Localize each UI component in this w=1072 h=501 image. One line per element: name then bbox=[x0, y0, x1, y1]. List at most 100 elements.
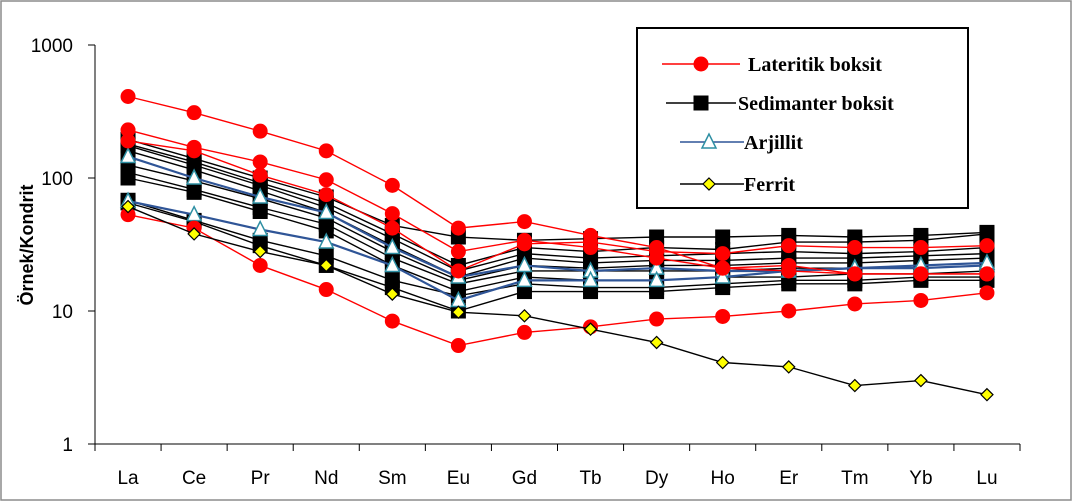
data-point-lateritik bbox=[583, 234, 599, 250]
data-point-ferrit bbox=[187, 227, 201, 241]
data-point-lateritik bbox=[516, 324, 532, 340]
x-tick-label: Tb bbox=[579, 468, 601, 489]
data-point-ferrit bbox=[847, 378, 862, 393]
data-point-lateritik bbox=[913, 266, 929, 282]
y-tick-label: 100 bbox=[41, 169, 73, 190]
legend-marker-arjillit bbox=[700, 132, 718, 149]
data-point-lateritik bbox=[450, 220, 466, 236]
data-point-ferrit bbox=[914, 373, 928, 388]
data-point-ferrit bbox=[121, 199, 135, 214]
data-point-ferrit bbox=[583, 322, 598, 337]
data-point-lateritik bbox=[384, 206, 400, 222]
data-point-sedimanter bbox=[186, 184, 202, 200]
x-tick-label: Yb bbox=[909, 468, 932, 489]
data-point-arjillit bbox=[384, 255, 401, 273]
data-point-lateritik bbox=[450, 338, 466, 354]
legend-label: Sedimanter boksit bbox=[738, 93, 894, 115]
legend-marker-ferrit bbox=[702, 177, 716, 191]
data-point-lateritik bbox=[649, 311, 665, 327]
legend-label: Lateritik boksit bbox=[748, 54, 882, 76]
data-point-lateritik bbox=[715, 308, 731, 324]
x-tick-label: Ce bbox=[182, 468, 206, 489]
data-point-lateritik bbox=[318, 187, 334, 203]
x-tick-label: Nd bbox=[314, 468, 338, 489]
y-axis-label: Örnek/Kondrit bbox=[17, 184, 37, 305]
data-point-lateritik bbox=[516, 236, 532, 252]
data-point-arjillit bbox=[119, 146, 137, 164]
data-point-ferrit bbox=[319, 258, 334, 273]
data-point-sedimanter bbox=[781, 276, 797, 292]
data-point-lateritik bbox=[120, 133, 136, 149]
data-point-sedimanter bbox=[120, 170, 136, 186]
y-tick-label: 1000 bbox=[31, 36, 73, 57]
series-lateritik-3 bbox=[120, 207, 995, 354]
data-point-ferrit bbox=[517, 308, 532, 323]
data-point-lateritik bbox=[913, 292, 929, 308]
legend: Lateritik boksit Sedimanter boksit Arjilli… bbox=[636, 27, 969, 209]
data-point-ferrit bbox=[253, 244, 268, 259]
data-point-lateritik bbox=[450, 244, 466, 260]
data-point-lateritik bbox=[781, 263, 797, 279]
y-tick-label: 10 bbox=[52, 302, 73, 323]
data-point-lateritik bbox=[318, 282, 334, 298]
series-line bbox=[127, 129, 987, 275]
data-point-arjillit bbox=[516, 270, 533, 288]
data-point-arjillit bbox=[318, 202, 335, 220]
series-line bbox=[127, 199, 987, 297]
legend-item-sedimanter: Sedimanter boksit bbox=[666, 93, 894, 115]
series-layer bbox=[119, 88, 996, 402]
x-tick-label: Eu bbox=[447, 468, 470, 489]
data-point-lateritik bbox=[847, 240, 863, 256]
series-lateritik-2 bbox=[120, 133, 995, 279]
data-point-lateritik bbox=[252, 167, 268, 183]
series-line bbox=[127, 164, 987, 282]
data-point-lateritik bbox=[649, 244, 665, 260]
x-tick-label: Gd bbox=[512, 468, 537, 489]
data-point-lateritik bbox=[186, 105, 202, 121]
data-point-lateritik bbox=[318, 143, 334, 159]
y-tick-label: 1 bbox=[62, 435, 73, 456]
series-line bbox=[127, 177, 987, 293]
data-point-lateritik bbox=[979, 285, 995, 301]
series-line bbox=[127, 150, 987, 278]
data-point-lateritik bbox=[715, 246, 731, 262]
data-point-sedimanter bbox=[252, 203, 268, 219]
data-point-ferrit bbox=[451, 305, 466, 320]
data-point-lateritik bbox=[715, 260, 731, 276]
x-tick-label: Pr bbox=[251, 468, 271, 489]
legend-item-ferrit: Ferrit bbox=[680, 174, 795, 196]
data-point-arjillit bbox=[185, 168, 203, 185]
data-point-ferrit bbox=[385, 287, 400, 301]
data-point-lateritik bbox=[252, 154, 268, 170]
series-line bbox=[127, 205, 988, 396]
data-point-ferrit bbox=[649, 335, 664, 350]
legend-item-arjillit: Arjillit bbox=[680, 132, 803, 154]
data-point-arjillit bbox=[318, 232, 335, 249]
data-point-lateritik bbox=[318, 172, 334, 188]
data-point-lateritik bbox=[120, 88, 136, 104]
series-line bbox=[127, 200, 988, 302]
x-tick-label: Dy bbox=[645, 468, 669, 489]
legend-box bbox=[636, 27, 969, 209]
data-point-ferrit bbox=[980, 387, 994, 402]
x-tick-label: Ho bbox=[711, 468, 735, 489]
data-point-lateritik bbox=[781, 238, 797, 254]
series-line bbox=[127, 143, 988, 267]
data-point-arjillit bbox=[582, 270, 599, 288]
data-point-lateritik bbox=[979, 238, 995, 254]
legend-label: Arjillit bbox=[744, 132, 803, 154]
data-point-lateritik bbox=[252, 123, 268, 139]
x-tick-label: Tm bbox=[841, 468, 868, 489]
data-point-ferrit bbox=[715, 355, 730, 370]
series-line bbox=[127, 145, 988, 272]
data-point-lateritik bbox=[450, 263, 466, 279]
series-line bbox=[127, 202, 987, 312]
series-line bbox=[127, 140, 987, 272]
data-point-lateritik bbox=[847, 296, 863, 312]
data-point-sedimanter bbox=[715, 229, 731, 245]
data-point-lateritik bbox=[516, 214, 532, 230]
data-point-lateritik bbox=[252, 257, 268, 273]
data-point-arjillit bbox=[384, 237, 401, 255]
series-line bbox=[127, 138, 987, 242]
